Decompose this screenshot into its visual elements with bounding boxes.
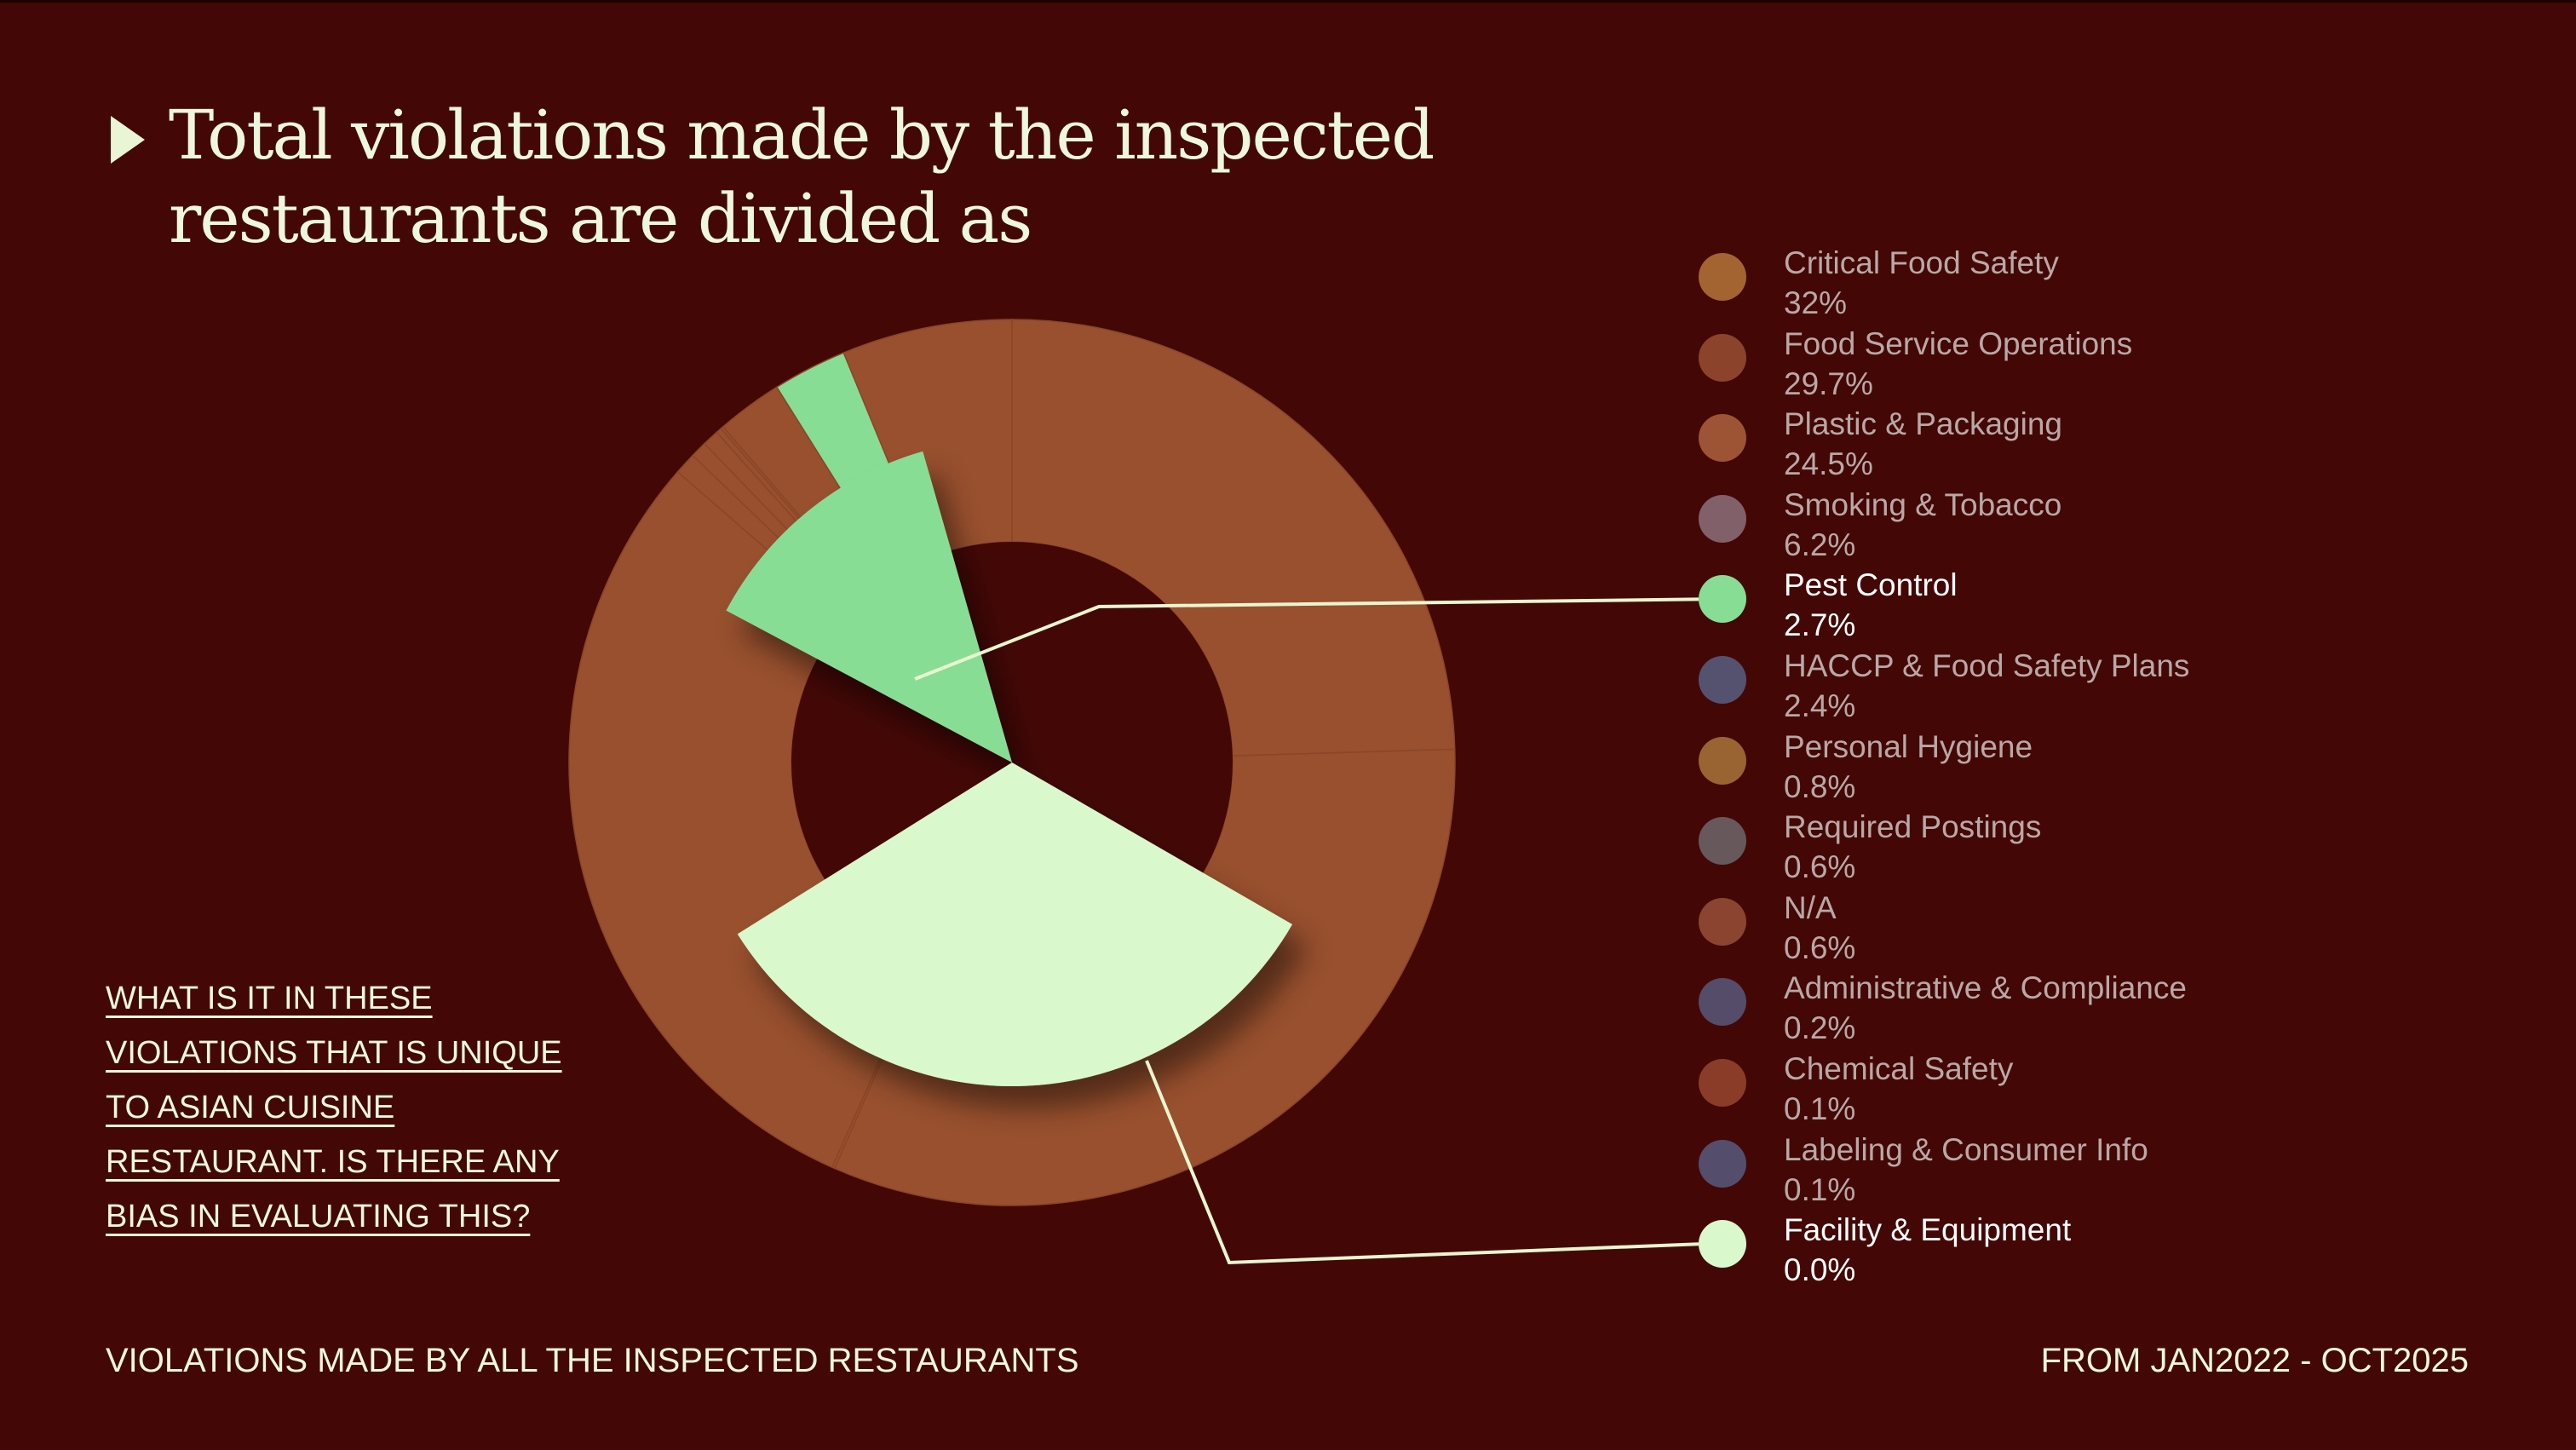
legend-value: 24.5% xyxy=(1784,446,1873,482)
legend-label: N/A xyxy=(1784,889,1837,925)
legend-label: Labeling & Consumer Info xyxy=(1784,1131,2148,1167)
legend-swatch xyxy=(1699,253,1746,301)
question-text: WHAT IS IT IN THESE VIOLATIONS THAT IS U… xyxy=(106,981,562,1234)
play-triangle-icon xyxy=(111,116,145,164)
leader-lines xyxy=(914,597,1699,1265)
legend-swatch xyxy=(1699,1220,1746,1269)
legend-value: 29.7% xyxy=(1784,365,1873,401)
legend-label: Food Service Operations xyxy=(1784,325,2133,361)
legend-swatch xyxy=(1699,414,1746,463)
legend-value: 0.1% xyxy=(1784,1171,1856,1207)
legend-swatch xyxy=(1699,655,1746,704)
highlight-layer xyxy=(726,451,1293,1086)
legend-value: 0.8% xyxy=(1784,768,1856,804)
footer-caption: VIOLATIONS MADE BY ALL THE INSPECTED RES… xyxy=(106,1342,1079,1379)
legend-label: Pest Control xyxy=(1784,567,1958,603)
legend-swatch xyxy=(1699,817,1746,866)
legend-label: HACCP & Food Safety Plans xyxy=(1784,647,2190,683)
legend-value: 32% xyxy=(1784,285,1848,320)
legend-value: 0.6% xyxy=(1784,849,1856,885)
legend-value: 0.6% xyxy=(1784,929,1856,965)
legend-swatch xyxy=(1699,333,1746,382)
legend-value: 0.2% xyxy=(1784,1010,1856,1046)
legend-label: Plastic & Packaging xyxy=(1784,406,2063,442)
page-title: Total violations made by the inspected r… xyxy=(169,95,1435,258)
legend-label: Personal Hygiene xyxy=(1784,728,2033,764)
legend-label: Required Postings xyxy=(1784,809,2042,845)
legend-label: Chemical Safety xyxy=(1784,1050,2014,1086)
legend-label: Administrative & Compliance xyxy=(1784,970,2187,1006)
legend-swatch xyxy=(1699,978,1746,1027)
leader-line-facility-equipment xyxy=(1145,1060,1699,1265)
facility-equipment-highlight-wedge xyxy=(737,762,1293,1086)
leader-line-pest-control xyxy=(914,597,1699,681)
legend-swatch xyxy=(1699,575,1746,624)
pest-control-highlight-wedge xyxy=(726,451,1012,762)
legend-value: 0.1% xyxy=(1784,1090,1856,1126)
legend-swatch xyxy=(1699,897,1746,946)
title-block: Total violations made by the inspected r… xyxy=(111,94,1702,261)
legend-value: 2.4% xyxy=(1784,688,1856,723)
legend-label: Facility & Equipment xyxy=(1784,1212,2072,1248)
footer-date-range: FROM JAN2022 - OCT2025 xyxy=(2040,1342,2469,1379)
legend-swatch xyxy=(1699,1058,1746,1107)
legend-value: 2.7% xyxy=(1784,607,1856,643)
legend-label: Smoking & Tobacco xyxy=(1784,486,2062,522)
legend-value: 0.0% xyxy=(1784,1252,1856,1288)
legend-swatch xyxy=(1699,494,1746,543)
legend-swatch xyxy=(1699,736,1746,785)
legend-label: Critical Food Safety xyxy=(1784,245,2059,280)
legend-swatch xyxy=(1699,1139,1746,1188)
legend-value: 6.2% xyxy=(1784,526,1856,562)
